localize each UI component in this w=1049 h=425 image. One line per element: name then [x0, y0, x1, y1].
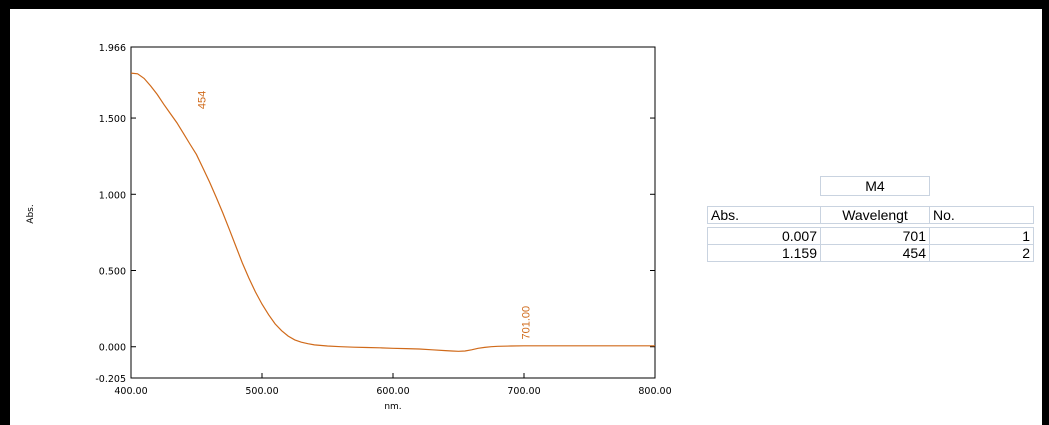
x-tick-label: 500.00	[245, 386, 278, 397]
y-tick-label: 1.500	[99, 114, 126, 125]
y-tick-label: -0.205	[95, 374, 126, 385]
x-tick-label: 400.00	[114, 386, 147, 397]
y-tick-label: 1.966	[99, 43, 126, 54]
x-axis-title: nm.	[384, 402, 401, 412]
col-header-no: No.	[929, 206, 1034, 224]
spectrum-chart: 400.00 500.00 600.00 700.00 800.00 1.966 1.50…	[0, 0, 700, 425]
row1-no: 1	[929, 227, 1034, 245]
col-header-abs: Abs.	[707, 206, 821, 224]
y-axis-title: Abs.	[26, 204, 36, 223]
x-tick-label: 800.00	[638, 386, 671, 397]
x-tick-label: 700.00	[507, 386, 540, 397]
window-frame-right	[1042, 0, 1049, 425]
y-tick-label: 1.000	[99, 190, 126, 201]
row2-wavelength: 454	[820, 244, 930, 262]
plot-area	[131, 47, 655, 378]
row2-no: 2	[929, 244, 1034, 262]
row1-wavelength: 701	[820, 227, 930, 245]
y-tick-label: 0.500	[99, 267, 126, 278]
row1-abs: 0.007	[707, 227, 821, 245]
y-tick-label: 0.000	[99, 343, 126, 354]
peak-annotation-label: 701.00	[520, 306, 532, 340]
peak-table-title: M4	[820, 176, 930, 196]
col-header-wavelength: Wavelengt	[820, 206, 930, 224]
row2-abs: 1.159	[707, 244, 821, 262]
peak-annotation-label: 454	[197, 91, 209, 109]
x-tick-label: 600.00	[376, 386, 409, 397]
